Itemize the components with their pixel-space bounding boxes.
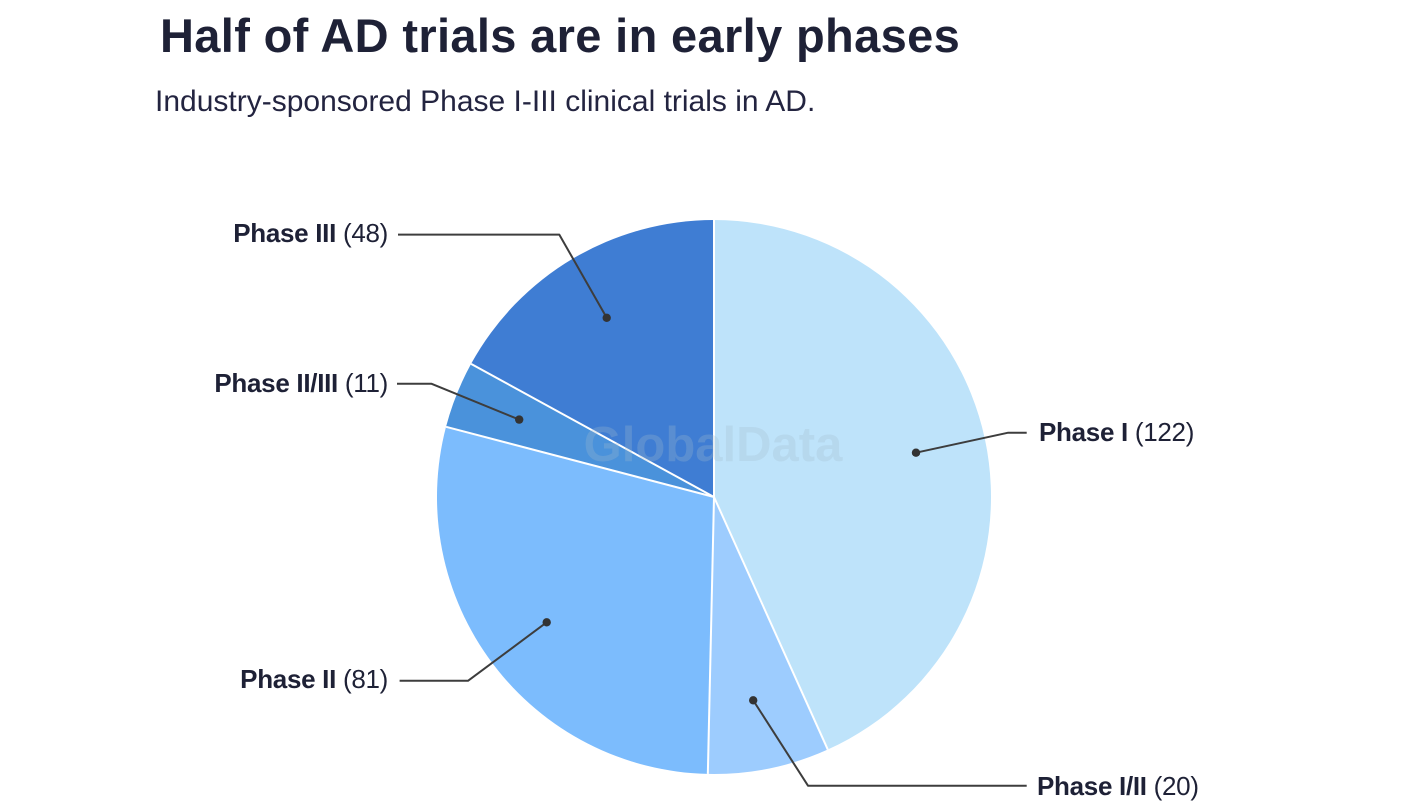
svg-text:GlobalData: GlobalData bbox=[584, 418, 843, 472]
